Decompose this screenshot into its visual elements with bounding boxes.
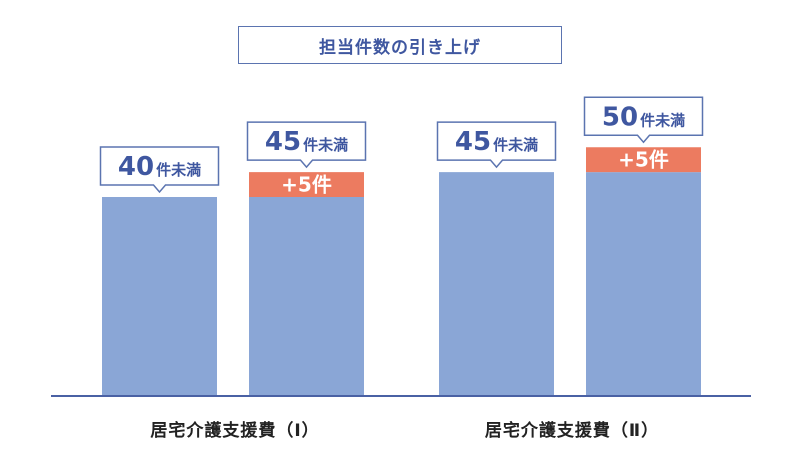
chart-title: 担当件数の引き上げ [238,26,562,64]
increase-label-4: +5件 [618,148,669,172]
increase-label-2: +5件 [281,173,332,197]
bar-base-1 [102,197,217,396]
callout-label-4: 50 件未満 [602,102,685,132]
bar-base-4 [586,172,701,396]
callout-box-4 [583,96,704,144]
bar-base-2 [249,197,364,396]
callout-box-3 [436,121,557,169]
callout-label-3: 45 件未満 [455,127,538,157]
bar-increase-4 [586,147,701,173]
callout-label-1: 40 件未満 [118,152,201,182]
callout-box-1 [99,146,220,194]
category-label-2: 居宅介護支援費（Ⅱ） [484,421,660,441]
category-label-1: 居宅介護支援費（Ⅰ） [150,421,320,441]
bar-base-3 [439,172,554,396]
callout-box-2 [246,121,367,169]
bar-increase-2 [249,172,364,197]
callout-label-2: 45 件未満 [265,127,348,157]
